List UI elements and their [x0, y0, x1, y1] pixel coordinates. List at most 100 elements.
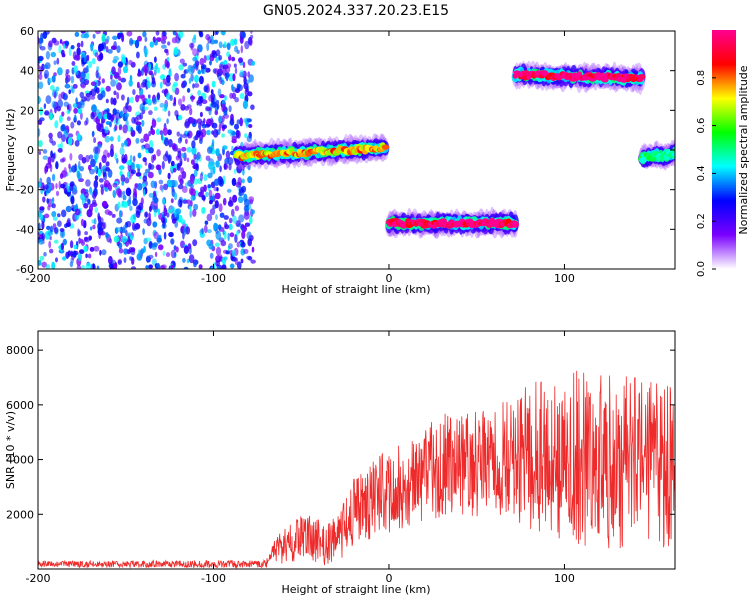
- noise-blob: [181, 133, 188, 139]
- noise-blob: [194, 74, 199, 83]
- noise-blob: [151, 77, 156, 85]
- noise-blob: [85, 253, 88, 259]
- noise-blob: [198, 75, 204, 85]
- noise-blob: [84, 120, 88, 126]
- noise-blob: [107, 152, 110, 158]
- noise-blob: [247, 256, 253, 261]
- noise-blob: [196, 118, 202, 124]
- noise-blob: [59, 228, 65, 232]
- noise-blob: [137, 183, 143, 191]
- noise-blob: [85, 262, 92, 269]
- noise-blob: [137, 152, 142, 159]
- noise-blob: [122, 194, 127, 201]
- noise-blob: [222, 124, 228, 130]
- noise-blob: [189, 175, 195, 185]
- noise-blob: [158, 179, 164, 185]
- noise-blob: [233, 168, 237, 174]
- noise-blob: [227, 232, 230, 242]
- noise-blob: [100, 231, 106, 236]
- noise-blob: [164, 137, 169, 147]
- noise-blob: [220, 240, 227, 247]
- noise-blob: [191, 37, 197, 44]
- noise-blob: [251, 246, 255, 253]
- noise-blob: [163, 231, 167, 240]
- noise-blob: [183, 245, 190, 254]
- noise-blob: [73, 107, 78, 114]
- colorbar-label: Normalized spectral amplitude: [737, 65, 750, 234]
- noise-blob: [148, 147, 154, 154]
- noise-blob: [60, 124, 66, 132]
- noise-blob: [180, 219, 186, 225]
- noise-blob: [159, 102, 165, 108]
- noise-blob: [221, 263, 227, 269]
- noise-blob: [146, 98, 153, 104]
- noise-blob: [165, 252, 171, 258]
- noise-blob: [144, 36, 148, 42]
- noise-blob: [84, 236, 90, 243]
- noise-blob: [178, 174, 183, 183]
- noise-blob: [148, 70, 154, 75]
- noise-blob: [177, 184, 184, 190]
- noise-blob: [78, 154, 84, 161]
- noise-blob: [123, 257, 127, 263]
- noise-blob: [234, 205, 240, 212]
- noise-blob: [195, 60, 200, 67]
- noise-blob: [101, 249, 107, 256]
- noise-blob: [57, 99, 63, 108]
- noise-blob: [203, 224, 208, 234]
- noise-blob: [114, 124, 118, 131]
- noise-blob: [109, 238, 112, 244]
- noise-blob: [184, 118, 191, 128]
- noise-blob: [170, 238, 175, 245]
- noise-blob: [76, 170, 81, 178]
- noise-blob: [89, 226, 93, 231]
- noise-blob: [105, 161, 110, 167]
- noise-blob: [211, 52, 218, 58]
- noise-blob: [166, 92, 171, 101]
- noise-blob: [44, 165, 47, 175]
- noise-blob: [170, 198, 174, 204]
- noise-blob: [95, 69, 99, 79]
- spectrogram-x-label: Height of straight line (km): [281, 283, 430, 296]
- noise-blob: [188, 66, 195, 75]
- noise-blob: [56, 57, 60, 65]
- noise-blob: [211, 101, 217, 108]
- noise-blob: [148, 205, 152, 213]
- noise-blob: [162, 183, 169, 191]
- noise-blob: [57, 148, 63, 153]
- noise-blob: [141, 94, 146, 103]
- noise-blob: [240, 45, 243, 54]
- noise-blob: [119, 147, 125, 156]
- noise-blob: [208, 243, 214, 250]
- noise-blob: [47, 205, 51, 211]
- noise-blob: [135, 94, 140, 103]
- noise-blob: [79, 76, 82, 82]
- noise-blob: [168, 138, 173, 148]
- noise-blob: [117, 260, 122, 265]
- spectrogram-x-ticks: -200 -100 0 100: [26, 31, 575, 285]
- noise-blob: [38, 222, 41, 232]
- noise-blob: [50, 150, 53, 158]
- noise-blob: [79, 91, 85, 98]
- noise-blob: [211, 80, 216, 88]
- noise-blob: [121, 94, 125, 101]
- noise-blob: [127, 105, 132, 113]
- noise-blob: [83, 33, 90, 39]
- noise-blob: [136, 81, 140, 89]
- noise-blob: [142, 228, 145, 236]
- noise-blob: [117, 135, 121, 143]
- noise-blob: [200, 64, 207, 70]
- noise-blob: [181, 146, 187, 152]
- noise-blob: [140, 248, 145, 255]
- noise-blob: [152, 97, 158, 105]
- noise-blob: [246, 79, 250, 84]
- noise-blob: [112, 59, 118, 64]
- noise-blob: [49, 248, 54, 254]
- noise-blob: [201, 195, 206, 201]
- noise-blob: [77, 107, 83, 114]
- noise-blob: [223, 110, 228, 116]
- noise-blob: [150, 180, 156, 189]
- noise-blob: [79, 238, 84, 244]
- noise-blob: [89, 90, 93, 96]
